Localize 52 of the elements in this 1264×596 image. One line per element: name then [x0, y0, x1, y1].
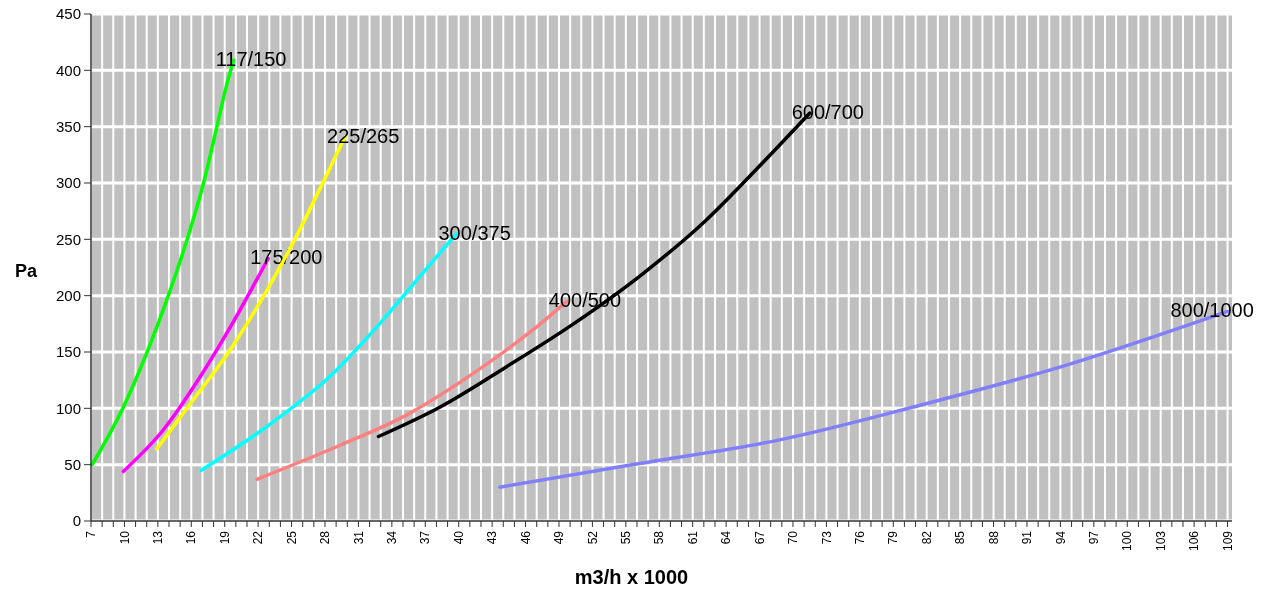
x-tick-label: 67 — [752, 530, 767, 545]
x-tick-label: 13 — [151, 530, 166, 545]
y-tick-label: 200 — [55, 286, 81, 304]
x-tick-label: 43 — [485, 530, 500, 545]
x-tick-label: 64 — [719, 530, 734, 545]
y-tick-label: 250 — [55, 230, 81, 248]
series-label: 117/150 — [215, 48, 287, 71]
y-tick-label: 450 — [55, 5, 81, 23]
x-tick-label: 85 — [953, 530, 968, 545]
x-tick-label: 100 — [1120, 530, 1135, 552]
series-label: 300/375 — [438, 221, 511, 244]
y-tick-label: 150 — [55, 343, 81, 361]
x-tick-label: 79 — [886, 530, 901, 545]
x-tick-label: 37 — [418, 530, 433, 545]
x-tick-label: 7 — [84, 530, 99, 538]
x-tick-label: 94 — [1053, 530, 1068, 545]
series-label: 225/265 — [327, 124, 400, 147]
x-tick-label: 82 — [919, 530, 934, 545]
y-tick-label: 400 — [55, 61, 81, 79]
series-label: 600/700 — [791, 101, 864, 124]
x-tick-label: 109 — [1220, 530, 1235, 552]
x-tick-label: 40 — [451, 530, 466, 545]
x-tick-label: 28 — [318, 530, 333, 545]
y-tick-label: 0 — [72, 512, 81, 530]
x-tick-label: 25 — [284, 530, 299, 545]
x-axis-title: m3/h x 1000 — [574, 566, 689, 588]
x-tick-label: 10 — [117, 530, 132, 545]
x-tick-label: 103 — [1153, 530, 1168, 552]
x-tick-label: 22 — [251, 530, 266, 545]
x-tick-label: 73 — [819, 530, 834, 545]
x-tick-label: 52 — [585, 530, 600, 545]
x-tick-label: 97 — [1087, 530, 1102, 545]
x-tick-label: 106 — [1187, 530, 1202, 552]
x-tick-label: 58 — [652, 530, 667, 545]
x-tick-label: 19 — [217, 530, 232, 545]
series-label: 800/1000 — [1170, 299, 1254, 322]
x-tick-label: 49 — [552, 530, 567, 545]
x-tick-label: 91 — [1020, 530, 1035, 545]
x-tick-label: 88 — [986, 530, 1001, 545]
x-tick-label: 61 — [685, 530, 700, 545]
y-tick-label: 300 — [55, 174, 81, 192]
x-tick-label: 34 — [385, 530, 400, 545]
y-tick-label: 350 — [55, 117, 81, 135]
x-tick-label: 76 — [853, 530, 868, 545]
x-tick-label: 16 — [184, 530, 199, 545]
y-tick-label: 100 — [55, 399, 81, 417]
x-tick-label: 46 — [518, 530, 533, 545]
x-tick-label: 31 — [351, 530, 366, 545]
x-tick-label: 70 — [786, 530, 801, 545]
y-tick-label: 50 — [64, 455, 81, 473]
y-axis-title: Pa — [14, 261, 38, 282]
x-tick-label: 55 — [619, 530, 634, 545]
